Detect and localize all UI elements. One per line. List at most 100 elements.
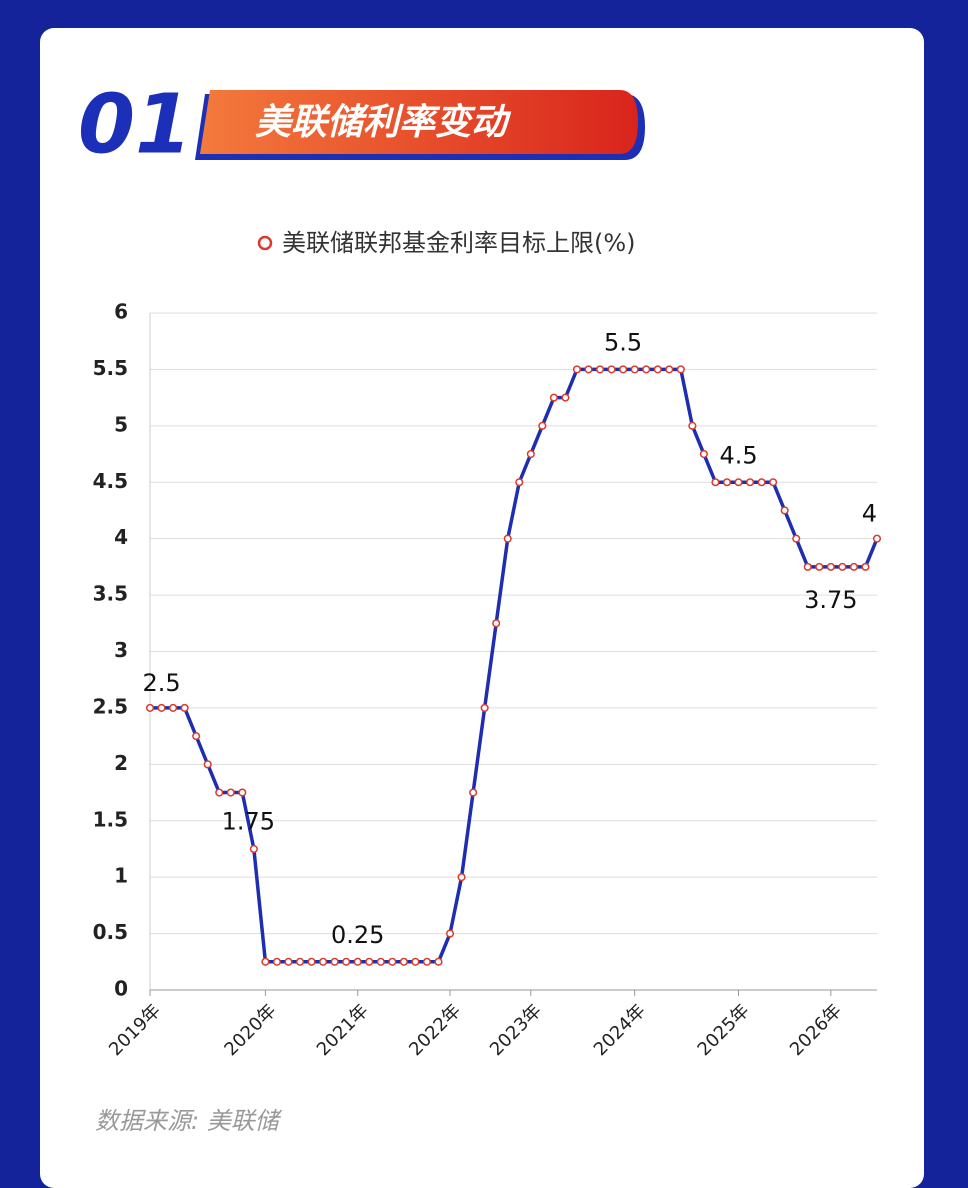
marker: [215, 788, 224, 797]
marker: [272, 957, 281, 966]
marker: [238, 788, 247, 797]
y-tick-label: 5: [114, 412, 128, 436]
marker: [711, 478, 720, 487]
marker: [492, 619, 501, 628]
y-tick-label: 1.5: [93, 807, 128, 831]
marker: [815, 562, 824, 571]
marker: [676, 365, 685, 374]
marker: [445, 929, 455, 938]
marker: [584, 365, 593, 374]
marker: [769, 478, 778, 487]
marker: [688, 421, 697, 430]
line: [150, 367, 879, 964]
x-tick-label: 2026年: [786, 1000, 846, 1060]
section-title: 美联储利率变动: [255, 102, 512, 143]
marker: [699, 449, 708, 459]
source: 数据来源: 美联储: [95, 1107, 283, 1135]
marker: [469, 788, 478, 797]
legend-marker: [257, 235, 273, 251]
y-tick-label: 4: [114, 525, 128, 549]
marker: [434, 957, 443, 966]
banner: [200, 90, 638, 154]
x-tick-label: 2019年: [105, 1000, 165, 1060]
y-tick-label: 3: [114, 638, 128, 662]
marker: [572, 365, 582, 374]
marker: [746, 478, 755, 487]
marker: [630, 365, 639, 374]
section-number: 01: [78, 77, 192, 172]
marker: [642, 365, 651, 374]
data-label: 5.5: [604, 328, 642, 356]
marker: [249, 844, 258, 854]
legend-label: 美联储联邦基金利率目标上限(%): [282, 229, 636, 257]
x-tick-label: 2020年: [220, 1000, 280, 1060]
marker: [561, 393, 570, 402]
marker: [388, 957, 397, 966]
card: [40, 28, 924, 1188]
data-label: 0.25: [331, 921, 384, 949]
data-label: 3.75: [804, 586, 857, 614]
marker: [192, 732, 201, 741]
y-tick-label: 1: [114, 864, 128, 888]
marker: [538, 421, 547, 430]
marker: [849, 562, 858, 571]
marker: [722, 478, 732, 487]
marker: [411, 957, 420, 966]
marker: [734, 478, 743, 487]
marker: [792, 534, 801, 543]
marker: [284, 957, 293, 966]
marker: [353, 957, 362, 966]
marker: [803, 562, 812, 571]
marker: [226, 788, 235, 797]
marker: [619, 365, 628, 374]
y-tick-label: 5.5: [93, 356, 128, 380]
x-tick-label: 2023年: [486, 1000, 546, 1060]
marker: [330, 957, 339, 966]
marker: [169, 703, 178, 712]
marker: [203, 760, 212, 769]
marker: [757, 478, 766, 487]
x-tick-label: 2021年: [313, 1000, 373, 1060]
y-tick-label: 2.5: [93, 694, 128, 718]
chart: 01 美联储利率变动 美联储联邦基金利率目标上限(%) 数据来源: 美联储 0 0…: [78, 77, 882, 1135]
marker: [376, 957, 385, 966]
marker: [595, 365, 605, 374]
y-tick-label: 3.5: [93, 582, 128, 606]
marker: [365, 957, 374, 966]
marker: [480, 703, 489, 712]
marker: [319, 957, 328, 966]
y-tick-label: 6: [114, 300, 128, 324]
marker: [780, 506, 789, 515]
marker: [457, 873, 466, 882]
x-tick-label: 2025年: [694, 1000, 754, 1060]
page: {"chart_data": { "type": "line", "sectio…: [40, 28, 924, 1188]
marker: [838, 562, 847, 571]
marker: [399, 957, 408, 966]
marker: [549, 393, 558, 402]
marker: [145, 703, 155, 712]
marker: [526, 449, 535, 459]
x-tick-label: 2024年: [590, 1000, 650, 1060]
data-label: 4.5: [719, 441, 757, 469]
marker: [295, 957, 305, 966]
marker: [607, 365, 616, 374]
y-tick-label: 4.5: [93, 469, 128, 493]
marker: [872, 534, 882, 543]
data-label: 1.75: [222, 808, 275, 836]
marker: [422, 957, 432, 966]
marker: [180, 703, 189, 712]
y-tick-label: 2: [114, 751, 128, 775]
marker: [665, 365, 674, 374]
marker: [157, 703, 166, 712]
y-tick-label: 0: [114, 977, 128, 1001]
marker: [307, 957, 316, 966]
marker: [653, 365, 662, 374]
marker: [515, 478, 524, 487]
data-label: 4: [862, 500, 877, 528]
marker: [261, 957, 270, 966]
marker: [503, 534, 512, 543]
marker: [342, 957, 351, 966]
data-label: 2.5: [142, 669, 180, 697]
x-tick-label: 2022年: [405, 1000, 465, 1060]
y-tick-label: 0.5: [93, 920, 128, 944]
